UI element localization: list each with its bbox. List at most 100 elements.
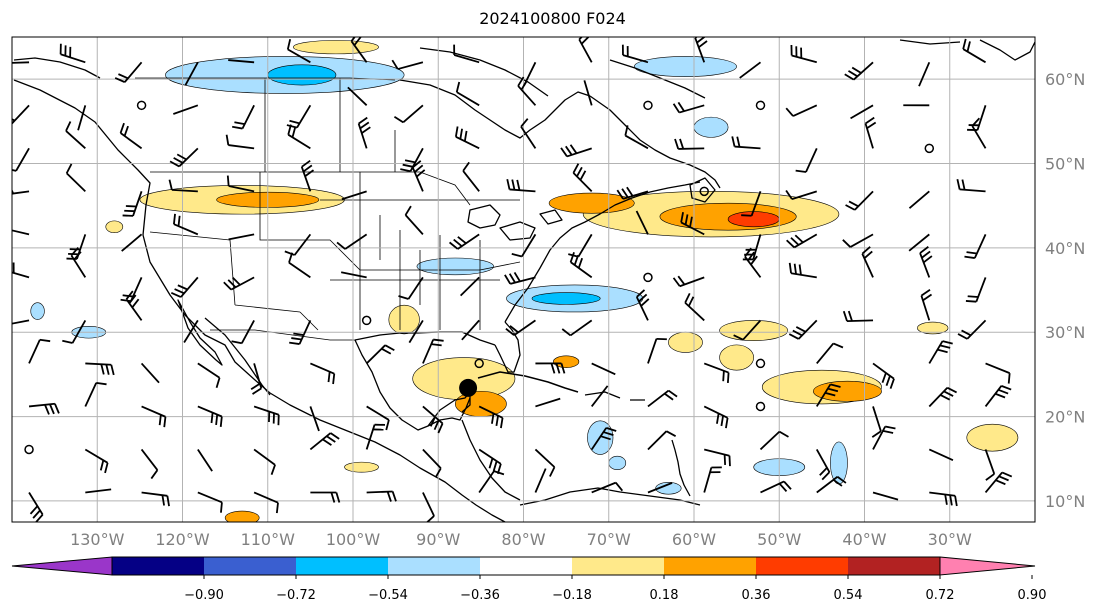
wind-barb (506, 179, 536, 193)
wind-barb (168, 179, 198, 193)
wind-barb (534, 468, 547, 493)
lon-tick-label: 60°W (672, 530, 716, 549)
wind-barb (984, 471, 1013, 494)
colorbar-segment (756, 557, 848, 575)
wind-barb (842, 310, 874, 323)
wind-barb (366, 405, 390, 431)
coastlines (13, 39, 1035, 522)
wind-barb (173, 213, 199, 236)
wind-barb (478, 470, 505, 493)
calm-wind-circle (755, 401, 766, 412)
anomaly-contour (531, 292, 601, 305)
wind-barb (511, 233, 537, 258)
wind-barb (140, 448, 159, 480)
wind-barb (366, 344, 395, 365)
wind-barb (400, 147, 424, 173)
wind-barb (85, 488, 112, 494)
wind-barb (228, 59, 255, 64)
lon-tick-label: 80°W (501, 530, 545, 549)
lon-tick-label: 110°W (241, 530, 296, 549)
lat-tick-label: 50°N (1045, 155, 1085, 174)
lat-tick-label: 30°N (1045, 323, 1085, 342)
wind-barb (741, 191, 762, 217)
lon-tick-label: 100°W (326, 530, 381, 549)
anomaly-contour (553, 355, 580, 368)
wind-barb (861, 246, 874, 278)
wind-barb (590, 385, 609, 407)
lon-tick-label: 30°W (928, 530, 972, 549)
wind-barb (815, 449, 831, 481)
wind-barb (12, 61, 30, 64)
wind-barb (12, 104, 30, 125)
wind-barb (286, 39, 311, 64)
wind-barb (785, 189, 818, 200)
wind-barb (184, 61, 199, 86)
map-title: 2024100800 F024 (479, 9, 626, 28)
colorbar-tick-label: −0.54 (368, 588, 408, 603)
anomaly-contour (727, 211, 780, 228)
wind-barb (872, 425, 896, 450)
wind-barb (918, 61, 931, 87)
longitude-labels: 130°W 120°W 110°W 100°W 90°W 80°W 70°W 60°W 50°W… (70, 530, 972, 549)
lon-tick-label: 120°W (155, 530, 210, 549)
wind-barb (12, 262, 30, 279)
wind-barb (739, 61, 762, 79)
wind-barb (309, 406, 320, 432)
wind-barb (760, 480, 792, 494)
wind-barb (816, 342, 844, 365)
colorbar-segment (388, 557, 480, 575)
lon-tick-label: 90°W (416, 530, 460, 549)
wind-barb (647, 482, 673, 494)
wind-barb (340, 271, 367, 279)
wind-barb (125, 290, 143, 321)
wind-barb (122, 191, 143, 217)
wind-barb (616, 186, 649, 200)
wind-barb (454, 126, 480, 150)
wind-barb (197, 448, 213, 472)
wind-barb (505, 319, 536, 336)
wind-barb (284, 233, 312, 256)
wind-barb (984, 449, 996, 481)
anomaly-contour (293, 40, 379, 55)
anomaly-contour (966, 423, 1019, 452)
wind-barb (453, 44, 480, 64)
wind-barb (624, 125, 649, 150)
wind-barb (928, 448, 954, 462)
wind-barb (635, 210, 649, 235)
wind-barb (919, 246, 933, 278)
wind-barb (197, 491, 223, 513)
wind-barb (478, 448, 502, 475)
wind-barb (12, 319, 30, 325)
anomaly-contour (668, 331, 703, 353)
wind-barb (120, 277, 143, 303)
wind-barb (786, 233, 818, 249)
wind-barb (250, 363, 263, 395)
wind-barb (12, 147, 30, 172)
wind-barb (422, 405, 444, 434)
wind-barb (357, 116, 371, 149)
wind-barb (850, 104, 874, 120)
wind-barb (28, 492, 44, 522)
wind-barb (366, 490, 397, 502)
wind-barb (253, 405, 280, 426)
map-frame (11, 36, 1036, 523)
wind-barb (733, 319, 762, 341)
anomaly-contour (634, 56, 737, 77)
wind-barb (647, 389, 678, 408)
wind-barb (744, 247, 762, 278)
wind-barb (504, 271, 536, 285)
wind-barb (647, 430, 677, 451)
lon-tick-label: 40°W (842, 530, 886, 549)
wind-barb (957, 319, 987, 340)
wind-barb (114, 61, 143, 83)
wind-barb (672, 275, 705, 288)
wind-barb (928, 386, 958, 408)
colorbar-tick-label: −0.36 (460, 588, 500, 603)
calm-wind-circle (474, 358, 484, 369)
wind-barb (141, 405, 167, 428)
calm-wind-circle (924, 143, 935, 154)
wind-barb (520, 118, 537, 149)
wind-barb (461, 319, 480, 341)
wind-barb (77, 105, 87, 131)
